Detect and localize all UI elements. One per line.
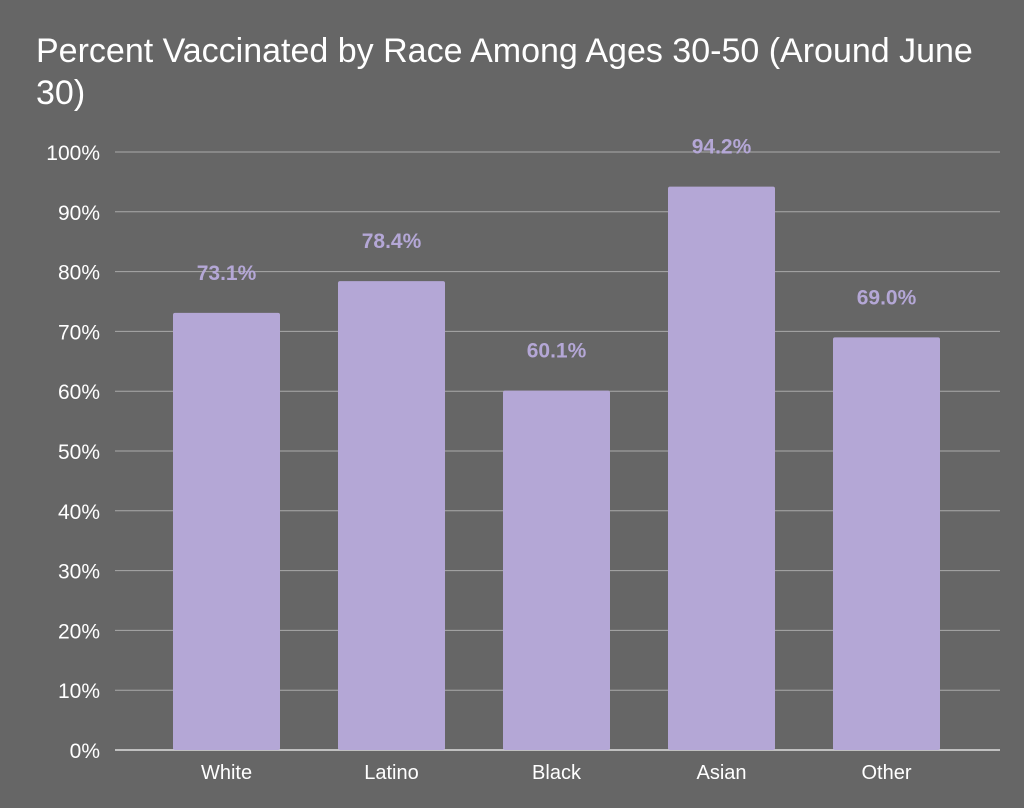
bar-latino — [338, 281, 445, 750]
y-axis-ticks: 0% 10% 20% 30% 40% 50% 60% 70% 80% 90% 100% — [46, 142, 100, 763]
bar-white — [173, 312, 280, 750]
bar-asian — [668, 186, 775, 750]
x-category-label: Other — [861, 762, 911, 784]
y-tick-label: 50% — [58, 441, 100, 464]
data-label-asian: 94.2% — [692, 136, 752, 159]
data-label-white: 73.1% — [197, 262, 257, 285]
data-label-other: 69.0% — [857, 286, 917, 309]
x-axis-categories: White Latino Black Asian Other — [201, 762, 912, 784]
y-tick-label: 60% — [58, 381, 100, 404]
x-category-label: Black — [532, 762, 582, 784]
y-tick-label: 80% — [58, 262, 100, 285]
chart-title: Percent Vaccinated by Race Among Ages 30… — [36, 32, 973, 112]
y-tick-label: 10% — [58, 680, 100, 703]
x-category-label: Latino — [364, 762, 419, 784]
y-tick-label: 70% — [58, 321, 100, 344]
y-tick-label: 20% — [58, 620, 100, 643]
y-tick-label: 100% — [46, 142, 100, 165]
data-label-latino: 78.4% — [362, 230, 422, 253]
x-category-label: White — [201, 762, 252, 784]
y-tick-label: 90% — [58, 202, 100, 225]
bars — [173, 186, 940, 750]
bar-black — [503, 390, 610, 750]
data-labels: 73.1% 78.4% 60.1% 94.2% 69.0% — [197, 136, 917, 363]
y-tick-label: 0% — [70, 740, 100, 763]
x-category-label: Asian — [696, 762, 746, 784]
y-tick-label: 40% — [58, 501, 100, 524]
data-label-black: 60.1% — [527, 340, 587, 363]
bar-other — [833, 337, 940, 750]
y-tick-label: 30% — [58, 561, 100, 584]
